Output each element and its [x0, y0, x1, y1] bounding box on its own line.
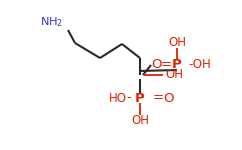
Text: OH: OH [168, 36, 186, 50]
Text: O: O [151, 58, 161, 72]
Text: -OH: -OH [189, 58, 211, 72]
Text: O: O [163, 92, 173, 105]
Text: OH: OH [131, 114, 149, 126]
Text: =: = [161, 58, 172, 72]
Text: OH: OH [165, 69, 183, 81]
Text: P: P [135, 92, 145, 105]
Text: =: = [152, 92, 164, 105]
Text: -: - [127, 92, 131, 105]
Text: NH$_2$: NH$_2$ [40, 15, 64, 29]
Text: HO: HO [109, 92, 127, 105]
Text: P: P [172, 58, 182, 72]
